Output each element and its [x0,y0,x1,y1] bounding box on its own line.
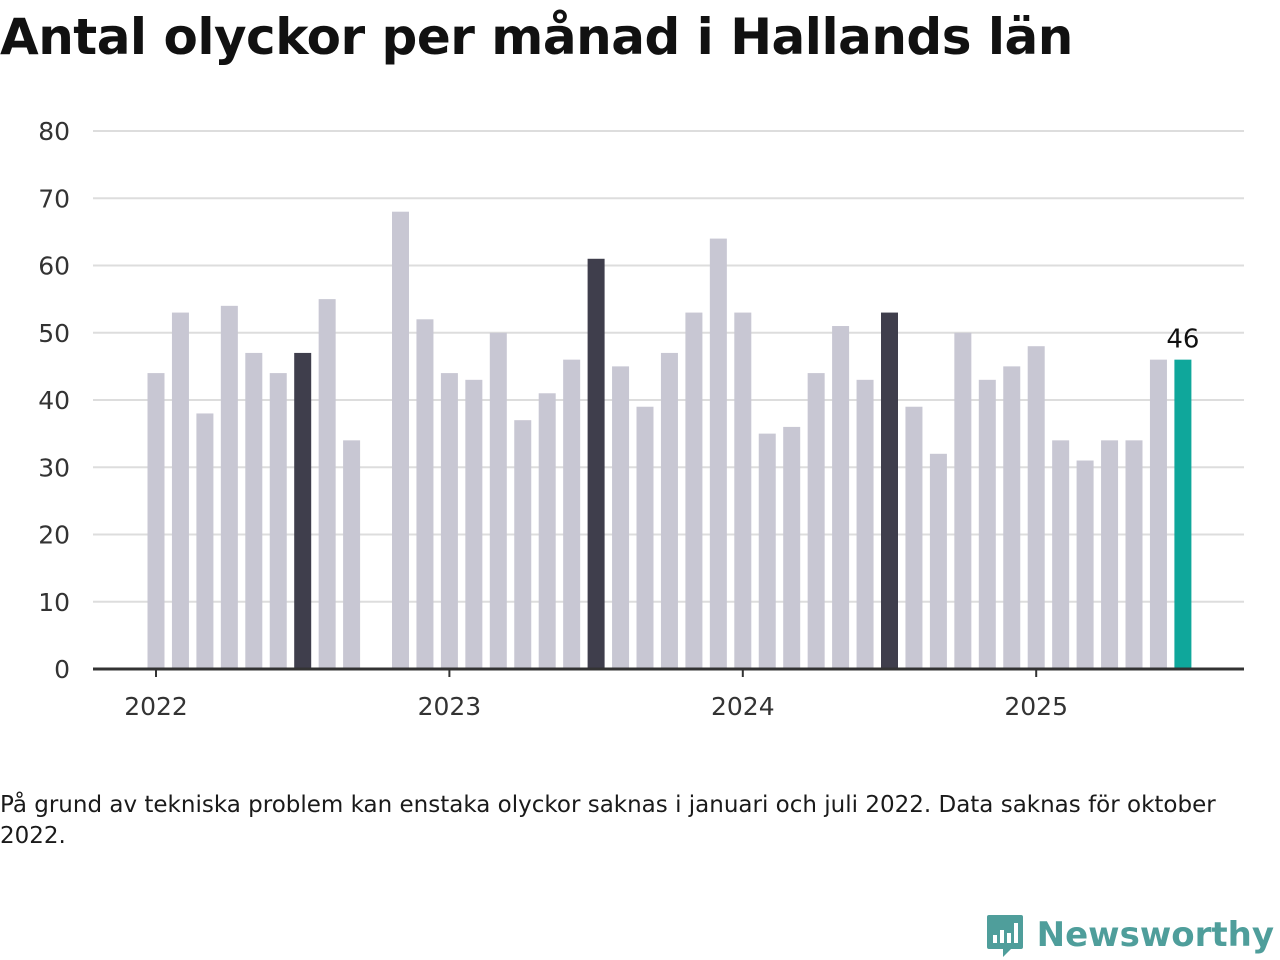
bar [636,406,654,669]
bar [514,420,532,669]
bar [1149,359,1167,669]
y-tick-label: 20 [38,521,70,550]
y-tick-label: 50 [38,319,70,348]
bar [734,312,752,669]
bar [1003,366,1021,669]
bar [856,379,874,669]
x-tick-label: 2023 [418,692,482,721]
x-tick-label: 2024 [711,692,775,721]
bar [392,211,409,669]
bar [783,426,801,669]
bar [758,433,776,669]
x-tick-label: 2025 [1004,692,1068,721]
y-tick-label: 0 [54,655,70,684]
bar [440,373,458,669]
y-tick-label: 60 [38,252,70,281]
bar [1027,346,1045,669]
bar [612,366,630,669]
bar [245,352,263,669]
bar [416,319,434,669]
brand-name: Newsworthy [1036,915,1274,955]
y-tick-label: 80 [38,117,70,146]
bar [1076,460,1094,669]
bar [294,352,312,669]
y-tick-label: 10 [38,588,70,617]
y-tick-label: 70 [38,184,70,213]
x-axis-tick-labels: 2022 2023 2024 2025 [124,669,1068,721]
bar [587,258,605,669]
y-axis-tick-labels: 0 10 20 30 40 50 60 70 80 [38,117,70,684]
bar [978,379,996,669]
value-label: 46 [1166,325,1199,355]
bar [905,406,923,669]
bar [1125,440,1143,669]
y-tick-label: 40 [38,386,70,415]
bar [171,312,189,669]
bar [929,453,947,669]
bar [220,305,238,669]
bar [807,373,825,669]
bar [881,312,898,669]
bar [147,373,165,669]
bar [685,312,703,669]
bar [269,373,287,669]
bar [465,379,483,669]
value-labels: 46 [1166,325,1199,355]
bar [832,326,850,669]
x-tick-label: 2022 [124,692,188,721]
bar [954,332,972,669]
y-tick-label: 30 [38,453,70,482]
footnote: På grund av tekniska problem kan enstaka… [0,792,1216,849]
bar [1101,440,1119,669]
bars [147,211,1192,669]
bar [660,352,678,669]
bar [709,238,727,669]
bar [196,413,214,669]
bar [563,359,581,669]
bar [1174,359,1192,669]
bar [489,332,507,669]
bar [343,440,361,669]
newsworthy-logo[interactable]: Newsworthy [985,910,1274,960]
chart-title: Antal olyckor per månad i Hallands län [0,8,1073,66]
bar [318,299,336,669]
bar-chart: 0 10 20 30 40 50 60 70 80 46 2022 2023 2024 2025 [38,117,1244,721]
newsworthy-chart-bubble-icon [986,915,1023,957]
bar [538,393,556,669]
bar [1052,440,1070,669]
